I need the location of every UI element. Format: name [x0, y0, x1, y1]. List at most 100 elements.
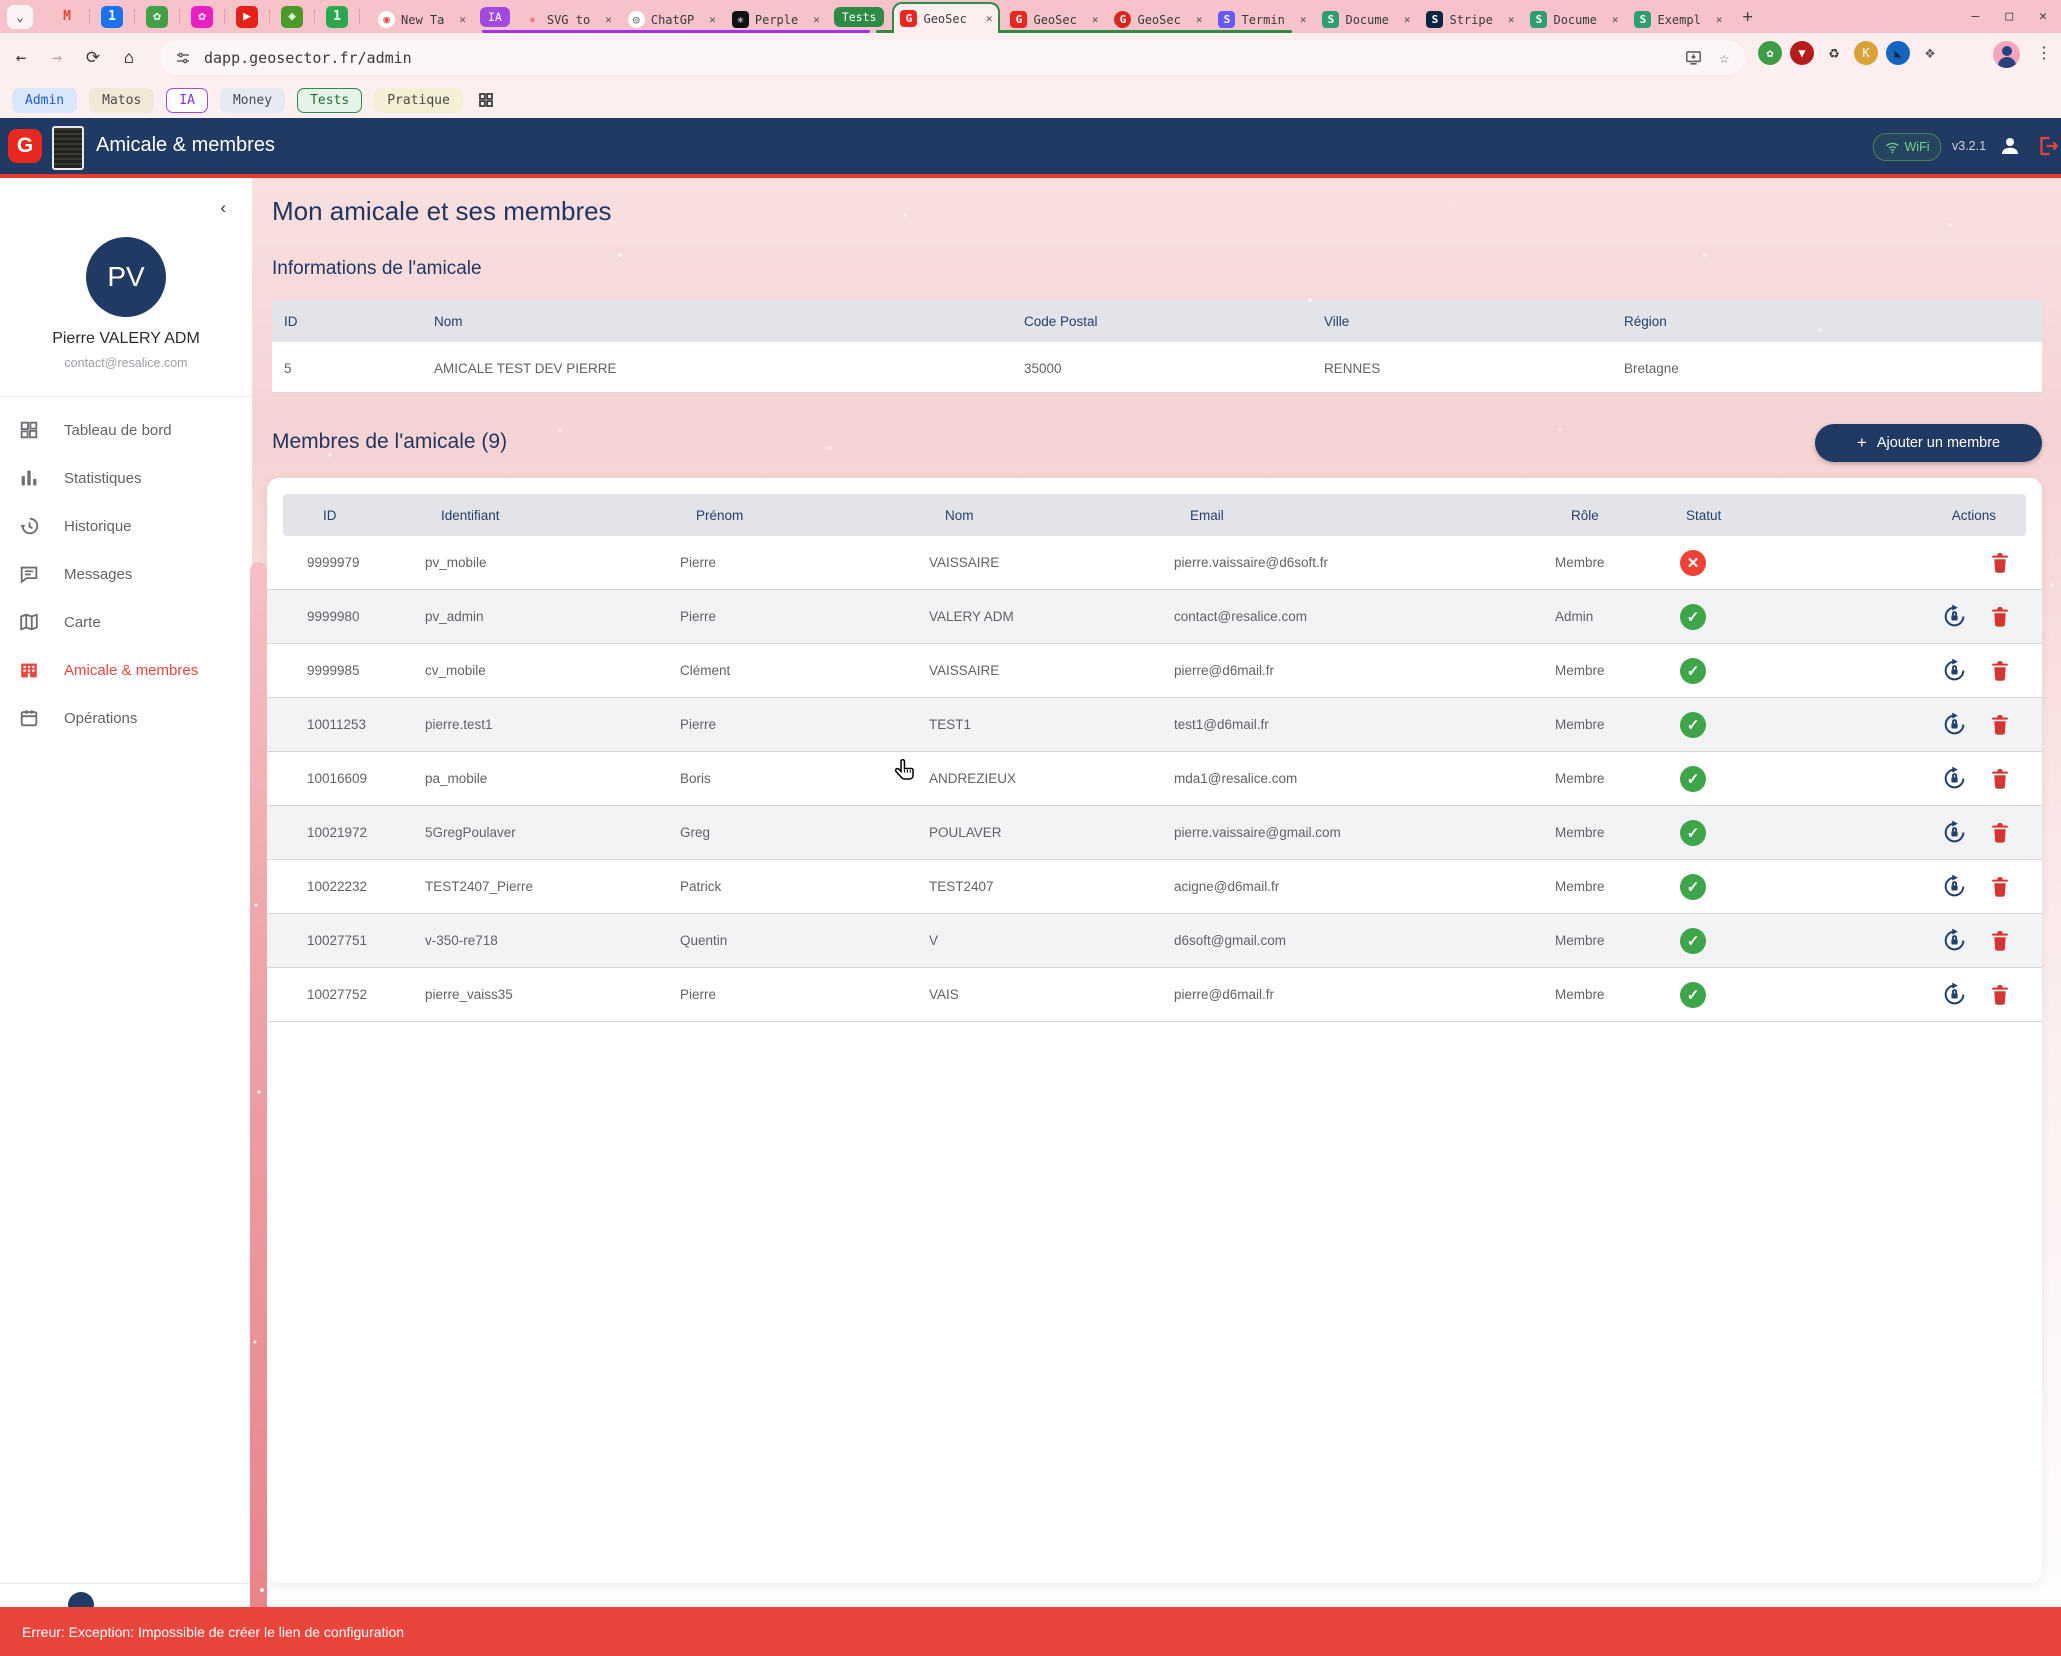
sidebar-item-grid[interactable]: Tableau de bord: [0, 406, 252, 454]
member-cell-actions: [1886, 981, 2042, 1008]
badge-one-icon[interactable]: 1: [326, 6, 348, 28]
plus-icon: +: [1857, 433, 1867, 453]
tab-close-icon[interactable]: ✕: [605, 13, 612, 26]
member-cell-identifiant: pa_mobile: [401, 771, 656, 786]
sidebar-item-map[interactable]: Carte: [0, 598, 252, 646]
keeper-extension-icon[interactable]: K: [1854, 41, 1878, 65]
delete-icon[interactable]: [1988, 875, 2012, 899]
nature-badge-icon[interactable]: ✿: [146, 6, 168, 28]
member-cell-nom: VALERY ADM: [905, 609, 1150, 624]
delete-icon[interactable]: [1988, 713, 2012, 737]
home-icon[interactable]: ⌂: [114, 43, 144, 73]
qgis-map-icon[interactable]: ◈: [281, 6, 303, 28]
browser-tab[interactable]: GGeoSec✕: [1004, 6, 1104, 33]
reset-password-icon[interactable]: [1941, 765, 1968, 792]
browser-tab[interactable]: SStripe✕: [1420, 6, 1520, 33]
reset-password-icon[interactable]: [1941, 873, 1968, 900]
sidebar-item-stats[interactable]: Statistiques: [0, 454, 252, 502]
browser-tab[interactable]: SExempl✕: [1628, 6, 1728, 33]
browser-tab[interactable]: GGeoSec✕: [1108, 6, 1208, 33]
recycle-extension-icon[interactable]: ♻: [1822, 41, 1846, 65]
browser-tab[interactable]: STermin✕: [1212, 6, 1312, 33]
reset-password-icon[interactable]: [1941, 819, 1968, 846]
browser-profile-avatar[interactable]: [1993, 41, 2020, 68]
minimize-button[interactable]: –: [1972, 9, 1980, 24]
geosector-logo[interactable]: G: [8, 129, 42, 163]
member-cell-role: Membre: [1531, 987, 1646, 1002]
bookmark-money[interactable]: Money: [220, 88, 285, 113]
tab-group-chip-tests[interactable]: Tests: [834, 7, 885, 27]
bookmark-tests[interactable]: Tests: [297, 88, 362, 113]
delete-icon[interactable]: [1988, 821, 2012, 845]
url-text[interactable]: dapp.geosector.fr/admin: [204, 49, 1684, 67]
shield-extension-icon[interactable]: ▼: [1790, 41, 1814, 65]
member-cell-actions: [1886, 927, 2042, 954]
tab-close-icon[interactable]: ✕: [1300, 13, 1307, 26]
bookmark-apps-grid-icon[interactable]: [477, 91, 495, 109]
calendar-icon[interactable]: 1: [101, 6, 123, 28]
browser-tab[interactable]: ✳SVG to✕: [518, 6, 618, 33]
reset-password-icon[interactable]: [1941, 711, 1968, 738]
sidebar-collapse-icon[interactable]: ‹: [220, 198, 226, 218]
content-scrollbar[interactable]: [250, 562, 267, 1607]
new-tab-button[interactable]: +: [1742, 7, 1752, 27]
delete-icon[interactable]: [1988, 659, 2012, 683]
close-button[interactable]: ✕: [2039, 9, 2047, 24]
url-bar[interactable]: dapp.geosector.fr/admin ☆: [160, 40, 1745, 75]
photos-pink-icon[interactable]: ✿: [191, 6, 213, 28]
tab-close-icon[interactable]: ✕: [709, 13, 716, 26]
youtube-icon[interactable]: ▶: [236, 6, 258, 28]
delete-icon[interactable]: [1988, 983, 2012, 1007]
tab-close-icon[interactable]: ✕: [1404, 13, 1411, 26]
delete-icon[interactable]: [1988, 605, 2012, 629]
add-member-button[interactable]: + Ajouter un membre: [1815, 424, 2042, 462]
reset-password-icon[interactable]: [1941, 981, 1968, 1008]
browser-menu-icon[interactable]: ⋮: [2036, 43, 2052, 62]
bookmark-matos[interactable]: Matos: [89, 88, 154, 113]
tab-group-chip-ia[interactable]: IA: [480, 7, 510, 27]
browser-tab[interactable]: ◉New Ta✕: [372, 6, 472, 33]
puzzle-extension-icon[interactable]: ❖: [1918, 41, 1942, 65]
maximize-button[interactable]: □: [2005, 9, 2013, 24]
forward-icon[interactable]: →: [42, 43, 72, 73]
gmail-icon[interactable]: M: [56, 6, 78, 28]
user-account-icon[interactable]: [1998, 134, 2022, 158]
reset-password-icon[interactable]: [1941, 657, 1968, 684]
back-icon[interactable]: ←: [6, 43, 36, 73]
browser-tab[interactable]: ✳Perple✕: [726, 6, 826, 33]
site-settings-icon[interactable]: [174, 49, 192, 67]
sidebar-item-calendar[interactable]: Opérations: [0, 694, 252, 742]
bookmark-ia[interactable]: IA: [166, 88, 208, 113]
tab-close-icon[interactable]: ✕: [1716, 13, 1723, 26]
bookmark-admin[interactable]: Admin: [12, 88, 77, 113]
stats-icon: [18, 467, 40, 489]
tab-close-icon[interactable]: ✕: [1508, 13, 1515, 26]
tab-close-icon[interactable]: ✕: [1612, 13, 1619, 26]
logout-icon[interactable]: [2036, 134, 2060, 158]
delete-icon[interactable]: [1988, 551, 2012, 575]
bookmark-pratique[interactable]: Pratique: [374, 88, 463, 113]
browser-tab[interactable]: SDocume✕: [1316, 6, 1416, 33]
tab-close-icon[interactable]: ✕: [1092, 13, 1099, 26]
sidebar-item-chat[interactable]: Messages: [0, 550, 252, 598]
tab-close-icon[interactable]: ✕: [813, 13, 820, 26]
tab-search-chevron-icon[interactable]: ⌄: [7, 5, 33, 29]
tab-close-icon[interactable]: ✕: [986, 12, 993, 25]
leaf-extension-icon[interactable]: ✿: [1758, 41, 1782, 65]
browser-tab[interactable]: SDocume✕: [1524, 6, 1624, 33]
bookmark-star-icon[interactable]: ☆: [1719, 48, 1729, 67]
delete-icon[interactable]: [1988, 929, 2012, 953]
browser-tab-active[interactable]: GGeoSec✕: [892, 2, 1000, 33]
install-app-icon[interactable]: [1684, 48, 1703, 67]
info-table-header: IDNomCode PostalVilleRégion: [272, 300, 2042, 344]
tab-close-icon[interactable]: ✕: [459, 13, 466, 26]
reset-password-icon[interactable]: [1941, 603, 1968, 630]
sidebar-item-building[interactable]: Amicale & membres: [0, 646, 252, 694]
sidebar-item-history[interactable]: Historique: [0, 502, 252, 550]
browser-tab[interactable]: ◎ChatGP✕: [622, 6, 722, 33]
reset-password-icon[interactable]: [1941, 927, 1968, 954]
blue-extension-icon[interactable]: ◣: [1886, 41, 1910, 65]
tab-close-icon[interactable]: ✕: [1196, 13, 1203, 26]
reload-icon[interactable]: ⟳: [78, 43, 108, 73]
delete-icon[interactable]: [1988, 767, 2012, 791]
